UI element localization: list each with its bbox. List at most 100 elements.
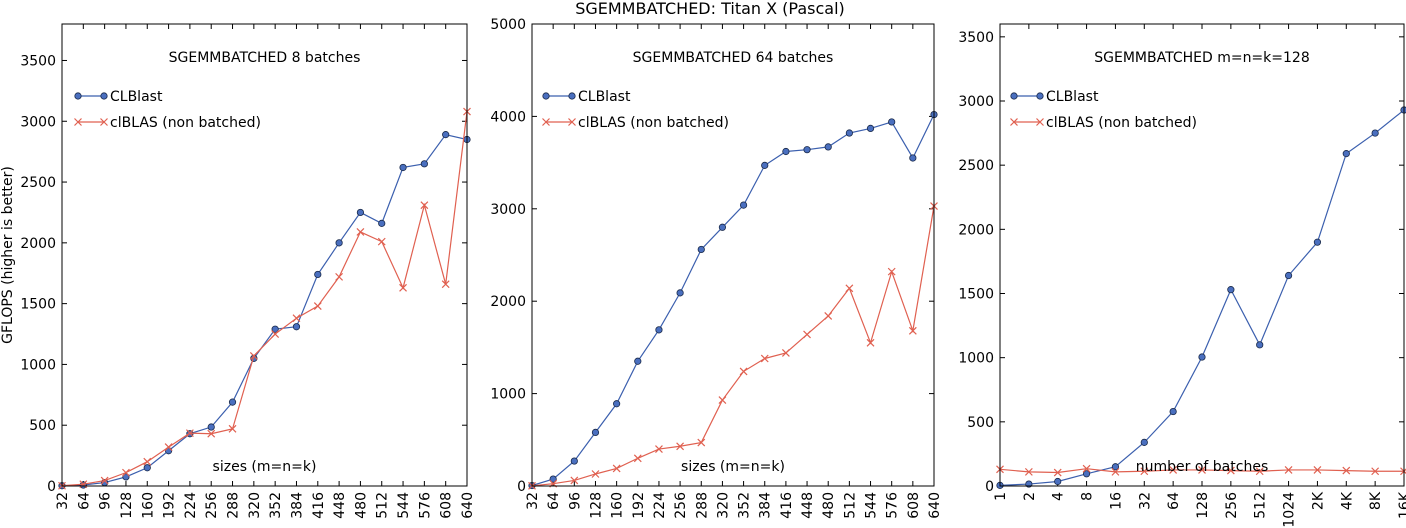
data-point	[866, 338, 875, 347]
series-line-clblast	[532, 114, 934, 486]
series-clblas	[528, 202, 938, 490]
x-tick-label: 256	[1224, 492, 1240, 519]
y-tick-label: 2500	[958, 158, 994, 174]
x-tick-label: 608	[906, 492, 922, 519]
data-point	[1111, 467, 1120, 476]
data-point	[292, 323, 301, 331]
data-point	[1169, 466, 1178, 474]
data-point	[249, 351, 258, 360]
data-point	[824, 143, 832, 151]
x-tick-label: 640	[460, 492, 476, 519]
data-point	[697, 245, 705, 254]
data-point	[79, 481, 87, 489]
series-clblas	[58, 107, 471, 490]
data-point	[185, 429, 194, 438]
x-tick-label: 448	[332, 492, 348, 519]
data-point	[314, 270, 322, 279]
x-tick-label: 192	[162, 492, 178, 519]
data-point	[1082, 470, 1091, 478]
x-tick-label: 512	[1253, 492, 1269, 519]
x-axis-label: sizes (m=n=k)	[213, 459, 317, 475]
series-line-clblast	[1000, 109, 1404, 486]
data-point	[633, 454, 642, 463]
y-tick-label: 1000	[490, 387, 526, 403]
data-point	[207, 423, 215, 431]
data-point	[1169, 407, 1177, 416]
x-tick-label: 512	[375, 492, 391, 519]
data-point	[739, 367, 748, 376]
data-point	[1227, 286, 1235, 294]
data-point	[591, 428, 600, 437]
data-point	[570, 457, 578, 465]
axes-frame	[999, 23, 1405, 487]
data-point	[143, 457, 152, 466]
axes-frame	[531, 23, 935, 487]
legend-marker-clblas	[100, 118, 108, 126]
x-tick-label: 448	[800, 492, 816, 519]
data-point	[313, 302, 322, 310]
chart-3: 0 500 1000 1500 2000 2500 3000 3500 1 2 4 8 16 32 64 12…	[958, 23, 1406, 528]
data-point	[676, 442, 685, 451]
legend-marker-clblast	[568, 92, 576, 100]
x-tick-label: 160	[140, 492, 156, 519]
legend-marker-clblas	[1036, 118, 1044, 126]
data-point	[1053, 468, 1062, 477]
chart-1: 0 500 1000 1500 2000 2500 3000 3500 32 64 96 128 160…	[0, 23, 476, 519]
data-point	[655, 326, 663, 334]
x-tick-label: 128	[588, 492, 604, 519]
data-point	[760, 354, 769, 363]
figure-title: SGEMMBATCHED: Titan X (Pascal)	[575, 0, 845, 18]
data-point	[1140, 467, 1149, 476]
data-point	[697, 438, 706, 447]
x-tick-label: 4	[1051, 492, 1067, 501]
x-tick-label: 288	[226, 492, 242, 519]
data-point	[79, 480, 88, 489]
data-point	[356, 208, 365, 217]
legend-marker-clblast	[1036, 92, 1044, 100]
data-point	[442, 131, 450, 139]
data-point	[356, 227, 365, 236]
data-point	[570, 476, 579, 485]
y-tick-label: 2000	[490, 294, 526, 310]
data-point	[1255, 467, 1264, 476]
x-tick-label: 352	[737, 492, 753, 519]
x-tick-label: 608	[439, 492, 455, 519]
data-point	[1342, 150, 1350, 158]
series-clblast	[528, 110, 938, 490]
x-tick-label: 96	[98, 492, 114, 510]
x-tick-label: 128	[1195, 492, 1211, 519]
x-tick-label: 544	[864, 492, 880, 519]
legend-marker-clblast	[74, 92, 82, 100]
y-tick-label: 500	[967, 415, 994, 431]
x-tick-label: 352	[268, 492, 284, 519]
axes-frame	[61, 23, 468, 487]
y-tick-label: 3000	[958, 94, 994, 110]
data-point	[803, 146, 811, 154]
y-tick-label: 1500	[958, 287, 994, 303]
data-point	[100, 476, 109, 485]
data-point	[655, 445, 663, 453]
data-point	[1400, 106, 1406, 114]
data-point	[866, 124, 875, 133]
x-tick-label: 32	[55, 492, 71, 510]
x-tick-label: 576	[417, 492, 433, 519]
x-tick-label: 544	[396, 492, 412, 519]
data-point	[549, 475, 557, 483]
chart-title: SGEMMBATCHED 8 batches	[169, 50, 361, 66]
y-tick-label: 1500	[20, 297, 56, 313]
data-point	[1198, 466, 1206, 474]
data-point	[228, 424, 237, 433]
x-tick-label: 288	[694, 492, 710, 519]
y-tick-label: 3500	[958, 30, 994, 46]
x-tick-label: 256	[673, 492, 689, 519]
legend-label-clblast: CLBlast	[110, 89, 163, 105]
data-point	[612, 464, 621, 473]
data-point	[228, 398, 237, 406]
data-point	[1140, 438, 1148, 446]
x-axis-label: sizes (m=n=k)	[681, 459, 785, 475]
data-point	[888, 118, 896, 126]
data-point	[271, 330, 280, 338]
y-tick-label: 2500	[20, 175, 56, 191]
